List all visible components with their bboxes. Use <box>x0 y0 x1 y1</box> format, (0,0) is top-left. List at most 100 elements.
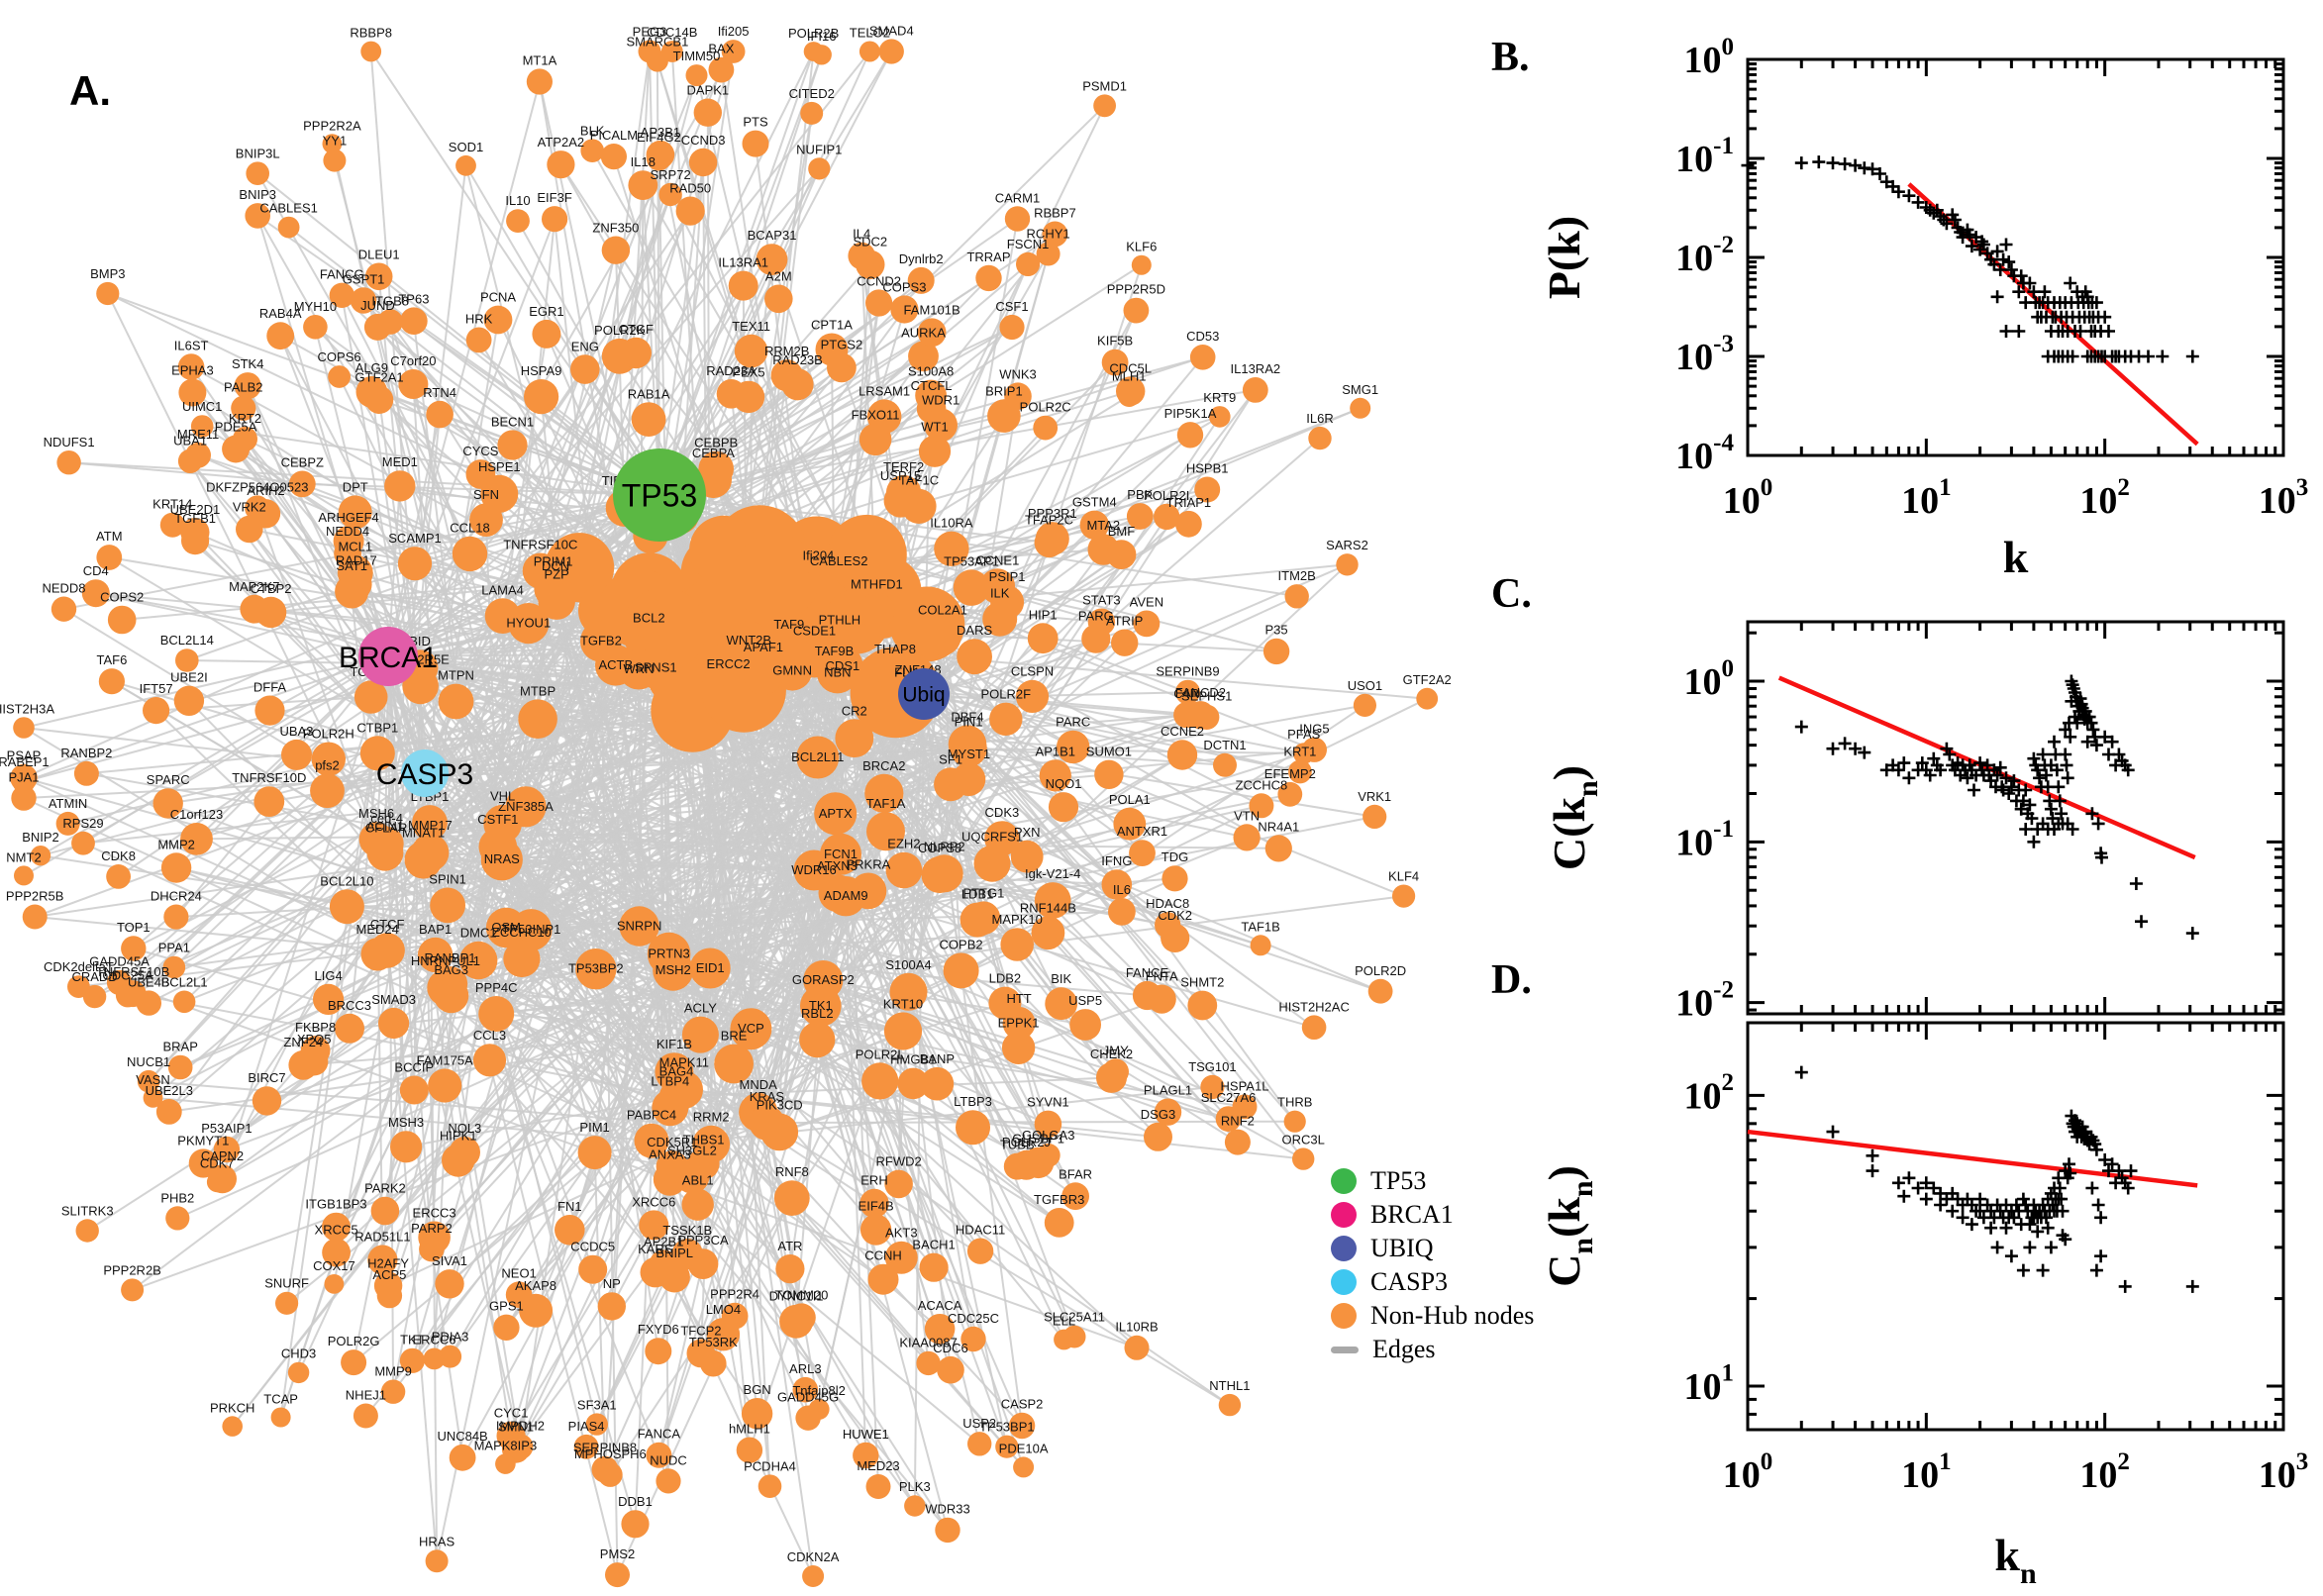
gene-node <box>686 1339 716 1368</box>
gene-node <box>505 1281 533 1308</box>
gene-node <box>1062 1325 1086 1348</box>
svg-text:GTF2A1: GTF2A1 <box>355 370 404 385</box>
svg-text:CDC6: CDC6 <box>933 1341 967 1355</box>
gene-node <box>143 697 170 725</box>
gene-node <box>953 569 990 606</box>
gene-node <box>827 352 857 383</box>
gene-node <box>629 598 669 639</box>
network-legend: TP53 BRCA1 UBIQ CASP3 Non-Hub nodes Edges <box>1331 1164 1534 1366</box>
tick-labels: 100 101 102 103 100 10-1 10-2 10-3 10-4 <box>1675 34 2308 522</box>
svg-text:TGFB2: TGFB2 <box>580 634 622 648</box>
svg-text:ATRIP: ATRIP <box>1106 614 1143 629</box>
svg-text:CARM1: CARM1 <box>995 190 1041 205</box>
svg-text:PCDHA4: PCDHA4 <box>744 1458 796 1473</box>
gene-node <box>1144 1122 1172 1151</box>
svg-text:VCP: VCP <box>738 1021 764 1036</box>
svg-text:POLR2C: POLR2C <box>1020 400 1071 415</box>
svg-text:AVEN: AVEN <box>1130 595 1163 610</box>
svg-text:UBE2L3: UBE2L3 <box>146 1083 193 1098</box>
svg-text:TAF1B: TAF1B <box>1241 919 1280 934</box>
svg-text:MT1A: MT1A <box>523 52 557 67</box>
svg-text:EPHA3: EPHA3 <box>171 363 214 378</box>
gene-node <box>808 157 831 180</box>
gene-node <box>1194 476 1221 503</box>
svg-text:PPP2R2B: PPP2R2B <box>103 1263 161 1278</box>
svg-text:ACP5: ACP5 <box>372 1267 406 1282</box>
svg-text:FAM101B: FAM101B <box>904 302 960 317</box>
svg-text:PPP3CA: PPP3CA <box>677 1233 729 1247</box>
svg-text:BMP3: BMP3 <box>90 266 125 281</box>
svg-text:Cn(kn): Cn(kn) <box>1539 1165 1599 1287</box>
svg-text:Ifi205: Ifi205 <box>718 24 750 39</box>
svg-text:MED1: MED1 <box>382 454 418 469</box>
svg-text:POLR2F: POLR2F <box>981 687 1032 702</box>
gene-node <box>96 281 120 306</box>
legend-item-label: Non-Hub nodes <box>1370 1301 1535 1330</box>
svg-text:UBE2I: UBE2I <box>170 670 208 685</box>
panel-a-label: A. <box>69 67 111 114</box>
gene-node <box>591 1455 619 1483</box>
gene-node <box>252 1086 282 1116</box>
svg-text:PFAS: PFAS <box>1287 727 1321 742</box>
svg-text:EZH2: EZH2 <box>887 837 920 851</box>
legend-item-label: UBIQ <box>1370 1234 1434 1262</box>
gene-node <box>1008 1412 1036 1440</box>
svg-text:CD53: CD53 <box>1186 329 1219 344</box>
gene-node <box>619 906 659 947</box>
svg-text:PICALM: PICALM <box>590 128 638 143</box>
svg-text:100: 100 <box>1684 34 1735 81</box>
svg-text:MRE11: MRE11 <box>177 427 219 442</box>
svg-text:PTHLH: PTHLH <box>819 613 861 628</box>
svg-text:BRCA2: BRCA2 <box>862 758 905 773</box>
gene-node <box>364 262 393 291</box>
gene-node <box>883 1012 923 1050</box>
gene-node <box>1069 1009 1101 1041</box>
gene-node <box>819 541 859 581</box>
svg-text:TOMM20: TOMM20 <box>774 1287 828 1302</box>
gene-node <box>775 1254 805 1284</box>
svg-text:WNT2B: WNT2B <box>727 633 772 648</box>
svg-text:ZCCHC10: ZCCHC10 <box>492 925 552 940</box>
gene-node <box>322 1212 351 1242</box>
gene-node <box>580 620 622 662</box>
gene-node <box>121 1278 145 1302</box>
svg-text:DPT: DPT <box>343 479 368 494</box>
svg-text:PPA1: PPA1 <box>158 941 190 955</box>
gene-node <box>503 940 541 978</box>
svg-text:TFAP2C: TFAP2C <box>1025 512 1073 527</box>
gene-node <box>1209 406 1231 428</box>
svg-text:EIF3F: EIF3F <box>537 190 571 205</box>
svg-text:CR2: CR2 <box>842 703 867 718</box>
panel-b-label: B. <box>1491 35 1530 80</box>
gene-node <box>1249 793 1274 819</box>
svg-text:DFFA: DFFA <box>253 680 287 695</box>
svg-text:ARL3: ARL3 <box>789 1361 822 1376</box>
svg-text:RABEP1: RABEP1 <box>0 754 50 769</box>
gene-node <box>426 400 454 429</box>
svg-text:RAD50: RAD50 <box>669 181 711 196</box>
svg-text:TEX11: TEX11 <box>732 319 770 334</box>
svg-text:TSG101: TSG101 <box>1188 1059 1236 1074</box>
svg-text:ATR: ATR <box>777 1239 802 1253</box>
gene-node <box>478 996 515 1032</box>
svg-text:VTN: VTN <box>1234 808 1260 823</box>
svg-text:HIST2H2AC: HIST2H2AC <box>1278 999 1350 1014</box>
svg-text:FANCA: FANCA <box>638 1427 681 1442</box>
svg-text:COPB2: COPB2 <box>940 937 983 951</box>
svg-text:PHB2: PHB2 <box>160 1190 194 1205</box>
gene-node <box>1129 840 1156 866</box>
svg-text:UBE4B: UBE4B <box>128 974 170 989</box>
svg-text:ILK: ILK <box>990 586 1010 601</box>
svg-text:YY1: YY1 <box>323 134 348 149</box>
gene-node <box>820 628 859 666</box>
gene-node <box>1045 987 1078 1021</box>
gene-node <box>412 805 448 841</box>
gene-node <box>152 788 183 819</box>
gene-node <box>159 512 185 538</box>
gene-node <box>350 287 377 314</box>
gene-node <box>734 334 768 368</box>
svg-text:KLF6: KLF6 <box>1126 240 1157 254</box>
gene-node <box>803 960 844 1001</box>
gene-node <box>1301 1015 1327 1040</box>
network-node-labels: TP53RK KIAA0087 THAP8 CDC14B DHCR24 NLRP2 SNUR… <box>0 23 1452 1564</box>
